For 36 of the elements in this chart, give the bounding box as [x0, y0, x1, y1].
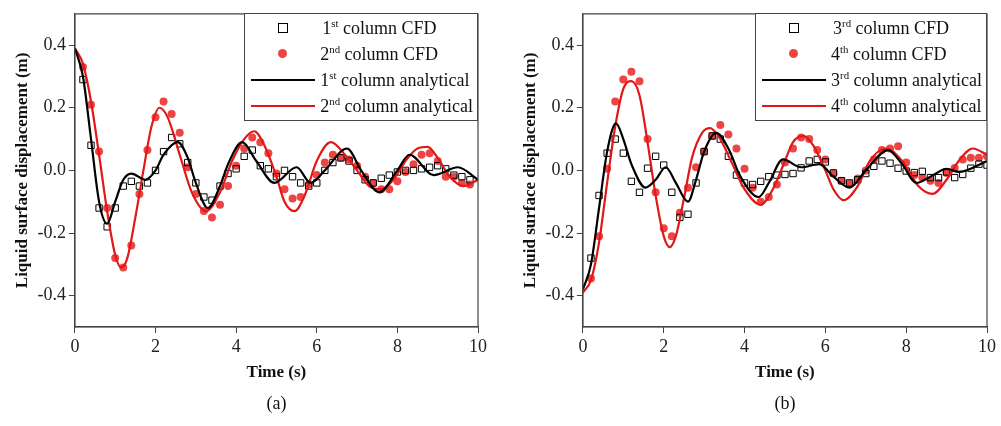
legend-label: 2$^{nd}$ column analytical [320, 93, 473, 118]
x-tick-label: 2 [151, 335, 161, 356]
legend-label: 3$^{rd}$ column analytical [831, 67, 982, 92]
y-tick-label: 0.0 [551, 159, 574, 180]
y-tick-label: 0.2 [43, 96, 66, 117]
y-axis-title: Liquid surface displacement (m) [11, 52, 31, 289]
x-axis-title: Time (s) [246, 362, 307, 382]
text: (b) [774, 393, 796, 413]
x-tick-label: 4 [740, 335, 750, 356]
x-tick-label: 10 [978, 335, 996, 356]
y-tick-label: 0.4 [43, 33, 66, 54]
x-tick-label: 2 [659, 335, 669, 356]
x-tick-label: 8 [392, 335, 402, 356]
x-tick-label: 10 [469, 335, 487, 356]
x-axis-title: Time (s) [755, 362, 815, 382]
y-axis-title: Liquid surface displacement (m) [519, 52, 539, 289]
legend-label: 1$^{st}$ column CFD [322, 15, 437, 40]
x-tick-label: 8 [901, 335, 911, 356]
y-tick-label: -0.2 [37, 221, 66, 242]
text: (a) [266, 393, 287, 413]
y-tick-label: -0.4 [545, 284, 574, 305]
x-tick-label: 0 [578, 335, 588, 356]
legend-label: 1$^{st}$ column analytical [320, 67, 470, 92]
legend-label: 2$^{nd}$ column CFD [320, 41, 439, 66]
x-tick-label: 4 [231, 335, 241, 356]
y-tick-label: 0.4 [551, 33, 574, 54]
x-tick-label: 6 [312, 335, 322, 356]
legend-label: 3$^{rd}$ column CFD [833, 15, 950, 40]
y-tick-label: 0.0 [43, 159, 66, 180]
legend-label: 4$^{th}$ column analytical [831, 93, 982, 118]
x-tick-label: 6 [820, 335, 830, 356]
legend-label: 4$^{th}$ column CFD [831, 41, 947, 66]
y-tick-label: -0.2 [545, 221, 574, 242]
x-tick-label: 0 [70, 335, 80, 356]
y-tick-label: 0.2 [551, 96, 574, 117]
y-tick-label: -0.4 [37, 284, 66, 305]
